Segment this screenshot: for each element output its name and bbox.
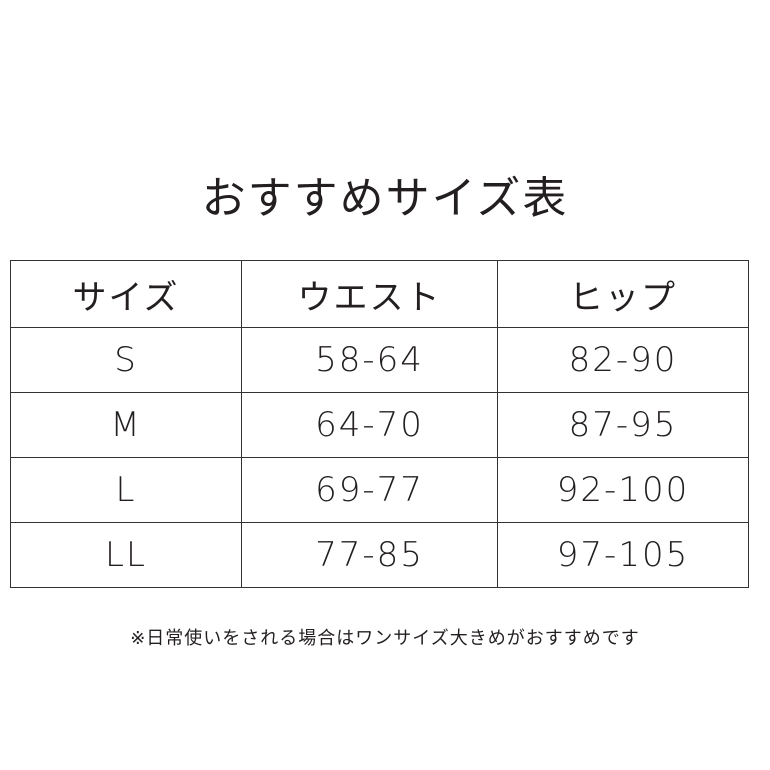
table-row: S 58-64 82-90 [10, 327, 749, 393]
waist-cell: 77-85 [241, 522, 498, 588]
hip-cell: 92-100 [497, 457, 749, 523]
hip-cell: 97-105 [497, 522, 749, 588]
header-size: サイズ [10, 260, 242, 328]
size-cell: M [10, 392, 242, 458]
waist-cell: 64-70 [241, 392, 498, 458]
size-cell: S [10, 327, 242, 393]
hip-cell: 87-95 [497, 392, 749, 458]
table-row: M 64-70 87-95 [10, 392, 749, 458]
size-table: サイズ ウエスト ヒップ S 58-64 82-90 M 64-70 87-95… [10, 260, 749, 588]
size-cell: LL [10, 522, 242, 588]
table-row: LL 77-85 97-105 [10, 522, 749, 588]
table-row: L 69-77 92-100 [10, 457, 749, 523]
size-cell: L [10, 457, 242, 523]
footnote: ※日常使いをされる場合はワンサイズ大きめがおすすめです [130, 628, 640, 649]
header-hip: ヒップ [497, 260, 749, 328]
hip-cell: 82-90 [497, 327, 749, 393]
waist-cell: 58-64 [241, 327, 498, 393]
waist-cell: 69-77 [241, 457, 498, 523]
table-header-row: サイズ ウエスト ヒップ [10, 260, 749, 328]
page-title: おすすめサイズ表 [201, 173, 569, 224]
header-waist: ウエスト [241, 260, 498, 328]
